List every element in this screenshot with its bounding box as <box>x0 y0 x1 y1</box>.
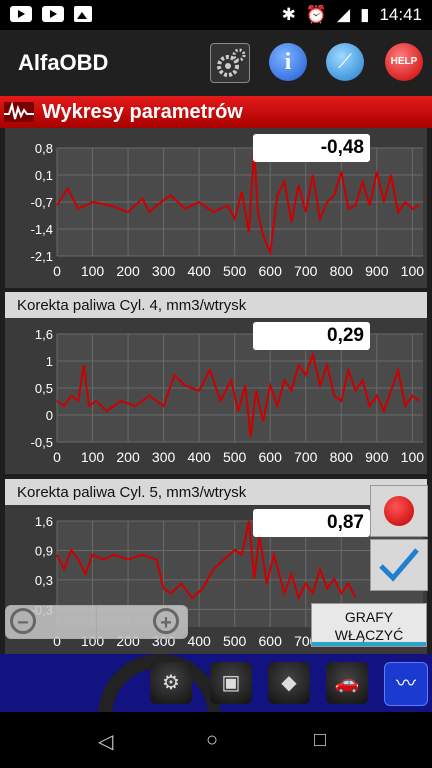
zoom-in-icon: + <box>153 608 179 634</box>
y-tick-label: 1,6 <box>35 327 53 342</box>
series-line <box>56 147 420 257</box>
y-tick-label: -1,4 <box>31 222 53 237</box>
navigation-bar: ◁ ○ □ <box>0 712 432 768</box>
y-tick-label: -0,5 <box>31 435 53 450</box>
y-tick-label: 0,3 <box>35 573 53 588</box>
y-tick-label: 0,5 <box>35 381 53 396</box>
gear-icon <box>217 48 246 77</box>
graphs-content[interactable]: 0 100 200 300 400 500 600 700 800 900 100 0,8 0,1 -0,… <box>0 128 432 654</box>
graph-title-2: Korekta paliwa Cyl. 4, mm3/wtrysk <box>17 297 247 314</box>
y-tick-label: 0,1 <box>35 168 53 183</box>
x-tick-label: 100 <box>401 263 425 279</box>
app-bar: AlfaOBD i ⟋ HELP <box>0 30 432 96</box>
x-tick-label: 100 <box>81 263 105 279</box>
home-icon[interactable]: ○ <box>206 729 219 751</box>
recents-icon[interactable]: □ <box>314 729 327 751</box>
x-tick-label: 500 <box>223 633 247 649</box>
x-tick-label: 800 <box>330 263 354 279</box>
x-tick-label: 300 <box>152 263 176 279</box>
graphs-toggle-button[interactable]: GRAFY WŁĄCZYĆ <box>311 603 427 647</box>
x-tick-label: 200 <box>116 449 140 465</box>
current-value-2: 0,29 <box>253 322 370 350</box>
x-tick-label: 600 <box>259 449 283 465</box>
y-tick-label: -2,1 <box>31 249 53 264</box>
page-title-bar: Wykresy parametrów <box>0 96 432 128</box>
battery-icon: ▮ <box>360 5 370 24</box>
x-tick-label: 900 <box>365 263 389 279</box>
connect-button[interactable]: ⟋ <box>326 43 364 81</box>
graph-panel-1: 0 100 200 300 400 500 600 700 800 900 100 0,8 0,1 -0,… <box>5 128 427 288</box>
current-value-1: -0,48 <box>253 134 370 162</box>
y-tick-label: 1,6 <box>35 514 53 529</box>
x-tick-label: 600 <box>259 263 283 279</box>
link-icon: ⟋ <box>338 51 352 73</box>
graph-panel-2: Korekta paliwa Cyl. 4, mm3/wtrysk 0 100 20… <box>5 292 427 474</box>
zoom-out-button[interactable]: − <box>5 605 97 639</box>
x-tick-label: 900 <box>365 449 389 465</box>
x-tick-label: 100 <box>401 449 425 465</box>
youtube-icon <box>10 6 32 22</box>
page-title: Wykresy parametrów <box>42 101 243 123</box>
x-tick-label: 400 <box>187 263 211 279</box>
line-chart-1[interactable]: 0 100 200 300 400 500 600 700 800 900 100 0,8 0,1 -0,… <box>5 128 427 288</box>
x-tick-label: 800 <box>330 449 354 465</box>
back-icon[interactable]: ◁ <box>98 731 114 753</box>
record-button[interactable] <box>370 485 428 537</box>
graph-icon[interactable]: 〰 <box>384 662 428 706</box>
graphs-toggle-label: GRAFY WŁĄCZYĆ <box>334 609 404 643</box>
info-button[interactable]: i <box>269 43 307 81</box>
y-tick-label: -0,7 <box>31 195 53 210</box>
x-tick-label: 0 <box>53 449 61 465</box>
help-icon: HELP <box>390 56 418 67</box>
x-tick-label: 700 <box>294 263 318 279</box>
x-tick-label: 700 <box>294 449 318 465</box>
y-tick-label: 0,9 <box>35 543 53 558</box>
bottom-toolbar: ⚙ ▣ ◆ 🚗 〰 <box>0 654 432 712</box>
x-tick-label: 400 <box>187 449 211 465</box>
current-value-3: 0,87 <box>253 509 370 537</box>
x-tick-label: 200 <box>116 263 140 279</box>
series-line <box>56 351 420 438</box>
x-tick-label: 0 <box>53 633 61 649</box>
app-title: AlfaOBD <box>18 50 109 75</box>
graph-wave-icon <box>4 102 34 122</box>
x-tick-label: 300 <box>152 449 176 465</box>
active-indicator <box>312 642 426 646</box>
line-chart-2[interactable]: 0 100 200 300 400 500 600 700 800 900 1001,610,50-… <box>5 318 427 474</box>
clock: 14:41 <box>379 5 422 24</box>
x-tick-label: 600 <box>259 633 283 649</box>
x-tick-label: 100 <box>81 449 105 465</box>
y-tick-label: 0 <box>46 408 53 423</box>
signal-icon: ◢ <box>337 5 351 24</box>
y-tick-label: 1 <box>46 354 53 369</box>
select-button[interactable] <box>370 539 428 591</box>
x-tick-label: 400 <box>187 633 211 649</box>
x-tick-label: 0 <box>53 263 61 279</box>
engine-icon[interactable]: ⚙ <box>150 662 192 704</box>
graph-title-3: Korekta paliwa Cyl. 5, mm3/wtrysk <box>17 484 247 501</box>
youtube-icon <box>42 6 64 22</box>
y-tick-label: 0,8 <box>35 141 53 156</box>
alarm-icon: ⏰ <box>305 5 328 24</box>
zoom-in-button[interactable]: + <box>96 605 188 639</box>
plot-area: 0 100 200 300 400 500 600 700 800 900 100 0,8 0,1 -0,… <box>5 128 427 288</box>
settings-button[interactable] <box>210 43 250 83</box>
status-bar: ✱ ⏰ ◢ ▮ 14:41 <box>0 0 432 30</box>
series-line <box>56 520 357 601</box>
zoom-out-icon: − <box>10 608 36 634</box>
bluetooth-icon: ✱ <box>281 5 296 24</box>
x-tick-label: 500 <box>223 449 247 465</box>
help-button[interactable]: HELP <box>385 43 423 81</box>
car-icon[interactable]: 🚗 <box>326 662 368 704</box>
ecu-icon[interactable]: ▣ <box>210 662 252 704</box>
x-tick-label: 500 <box>223 263 247 279</box>
plot-area: 0 100 200 300 400 500 600 700 800 900 100 1,6 1 0,5 0-… <box>5 318 427 474</box>
steering-wheel-icon[interactable] <box>80 654 220 712</box>
checkmark-icon <box>379 548 419 582</box>
image-icon <box>74 6 92 22</box>
check-engine-icon[interactable]: ◆ <box>268 662 310 704</box>
info-icon: i <box>284 49 292 75</box>
